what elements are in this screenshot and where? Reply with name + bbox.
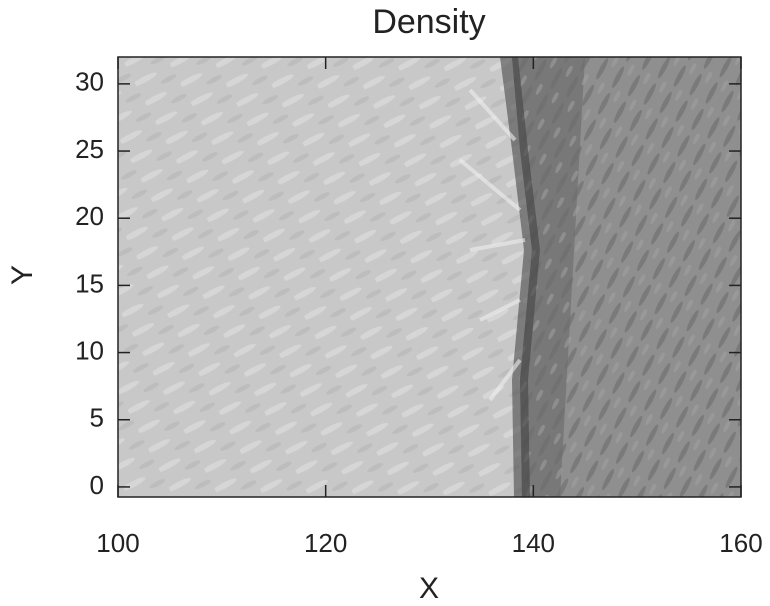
y-tick-label: 0 <box>90 470 104 500</box>
plot-frame <box>117 56 742 498</box>
density-field <box>118 57 741 497</box>
y-axis-label: Y <box>6 265 39 285</box>
y-tick-label: 25 <box>75 134 104 164</box>
chart-title: Density <box>372 3 485 41</box>
x-tick-label: 100 <box>96 528 139 558</box>
y-tick-label: 5 <box>90 403 104 433</box>
x-axis-label: X <box>419 572 439 605</box>
y-tick-label: 15 <box>75 268 104 298</box>
y-tick-label: 10 <box>75 335 104 365</box>
x-tick-label: 140 <box>512 528 555 558</box>
x-tick-label: 120 <box>304 528 347 558</box>
y-tick-label: 30 <box>75 67 104 97</box>
y-tick-label: 20 <box>75 201 104 231</box>
x-tick-label: 160 <box>719 528 762 558</box>
